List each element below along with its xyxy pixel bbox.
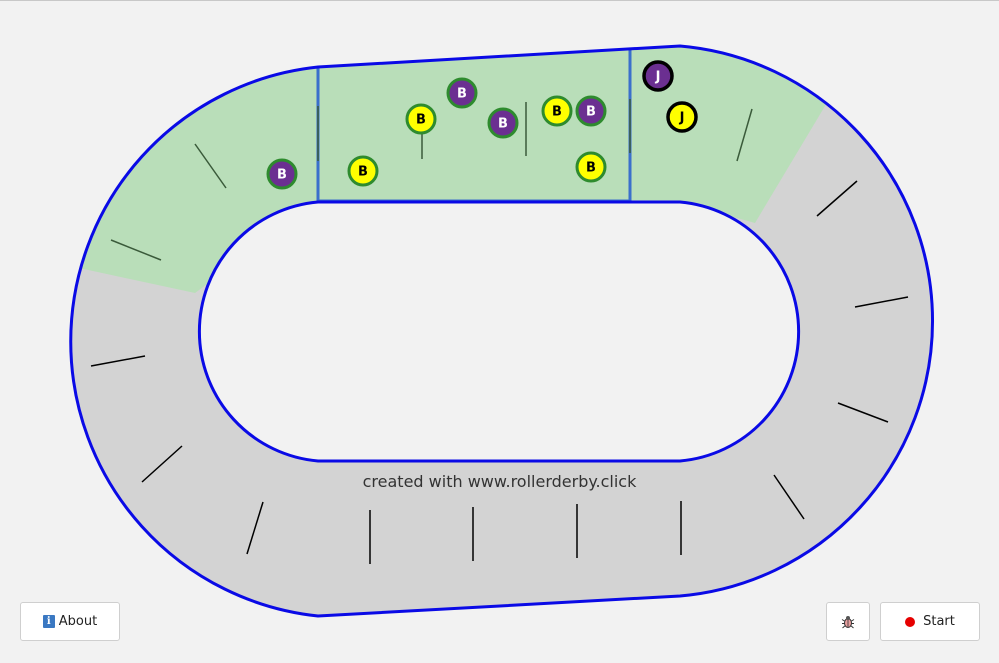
skater-yellow-blocker[interactable]: B <box>541 95 573 127</box>
ten-foot-markers <box>90 99 909 564</box>
info-icon: i <box>42 615 55 628</box>
skater-label: J <box>655 70 661 85</box>
skater-label: B <box>586 161 596 176</box>
skater-label: B <box>416 113 426 128</box>
skater-purple-blocker[interactable]: B <box>575 95 607 127</box>
about-label: About <box>58 614 98 629</box>
skater-label: J <box>679 111 685 126</box>
skater-purple-blocker[interactable]: B <box>266 158 298 190</box>
skater-label: B <box>277 168 287 183</box>
skater-label: B <box>498 117 508 132</box>
record-dot-icon <box>905 616 916 627</box>
skater-purple-blocker[interactable]: B <box>487 107 519 139</box>
skater-purple-jammer[interactable]: J <box>642 60 674 92</box>
skater-label: B <box>358 165 368 180</box>
skater-yellow-blocker[interactable]: B <box>575 151 607 183</box>
outer-boundary <box>69 44 935 618</box>
skater-purple-blocker[interactable]: B <box>446 77 478 109</box>
bug-report-button[interactable] <box>826 602 870 641</box>
skater-yellow-blocker[interactable]: B <box>347 155 379 187</box>
bug-icon <box>841 615 855 628</box>
inner-boundary <box>197 200 801 463</box>
about-button[interactable]: i About <box>20 602 120 641</box>
skater-yellow-jammer[interactable]: J <box>666 101 698 133</box>
skater-label: B <box>457 87 467 102</box>
skater-label: B <box>586 105 596 120</box>
infield <box>199 202 799 461</box>
skater-yellow-blocker[interactable]: B <box>405 103 437 135</box>
watermark-text: created with www.rollerderby.click <box>362 472 637 491</box>
start-button[interactable]: Start <box>880 602 980 641</box>
start-label: Start <box>923 614 955 629</box>
skater-label: B <box>552 105 562 120</box>
